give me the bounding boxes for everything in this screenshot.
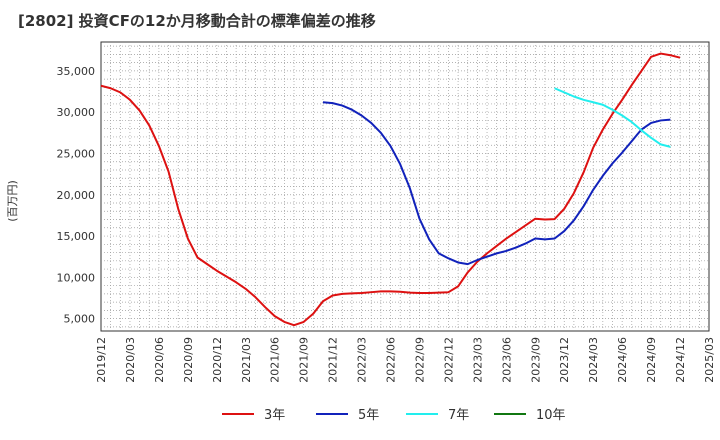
x-tick-label: 2022/09: [413, 337, 426, 383]
x-tick-label: 2020/03: [124, 337, 137, 383]
y-tick-label: 5,000: [64, 313, 96, 326]
x-tick-label: 2022/12: [442, 337, 455, 383]
y-tick-label: 35,000: [57, 65, 96, 78]
grid-layer: [100, 41, 710, 332]
x-tick-label: 2019/12: [95, 337, 108, 383]
x-tick-label: 2023/06: [500, 337, 513, 383]
chart-title: [2802] 投資CFの12か月移動合計の標準偏差の推移: [18, 12, 376, 30]
x-tick-label: 2021/09: [298, 337, 311, 383]
x-tick-label: 2022/06: [385, 337, 398, 383]
legend-label: 5年: [358, 408, 379, 423]
y-tick-label: 15,000: [57, 230, 96, 243]
series-line-2: [554, 87, 671, 148]
x-tick-label: 2021/03: [240, 337, 253, 383]
x-tick-label: 2024/06: [616, 337, 629, 383]
y-tick-label: 25,000: [57, 147, 96, 160]
x-tick-label: 2024/09: [645, 337, 658, 383]
x-tick-label: 2023/09: [529, 337, 542, 383]
x-tick-label: 2021/12: [327, 337, 340, 383]
y-axis-label: (百万円): [6, 180, 19, 222]
x-tick-label: 2020/06: [153, 337, 166, 383]
x-tick-label: 2023/12: [558, 337, 571, 383]
x-tick-label: 2022/03: [356, 337, 369, 383]
x-tick-label: 2025/03: [703, 337, 716, 383]
x-tick-label: 2024/12: [674, 337, 687, 383]
series-line-1: [322, 101, 671, 266]
x-tick-label: 2020/09: [182, 337, 195, 383]
legend-label: 3年: [264, 408, 285, 423]
x-tick-label: 2023/03: [471, 337, 484, 383]
legend-layer: 3年 5年 7年 10年: [222, 408, 566, 423]
y-tick-label: 30,000: [57, 106, 96, 119]
x-tick-label: 2021/06: [269, 337, 282, 383]
x-tick-label: 2020/12: [211, 337, 224, 383]
legend-label: 7年: [448, 408, 469, 423]
legend-label: 10年: [536, 408, 566, 423]
series-line-0: [100, 52, 681, 327]
series-layer: [100, 52, 681, 327]
axis-layer: 5,000 10,000 15,000 20,000 25,000 30,000 35,00…: [57, 65, 717, 383]
y-tick-label: 10,000: [57, 271, 96, 284]
y-tick-label: 20,000: [57, 189, 96, 202]
x-tick-label: 2024/03: [587, 337, 600, 383]
